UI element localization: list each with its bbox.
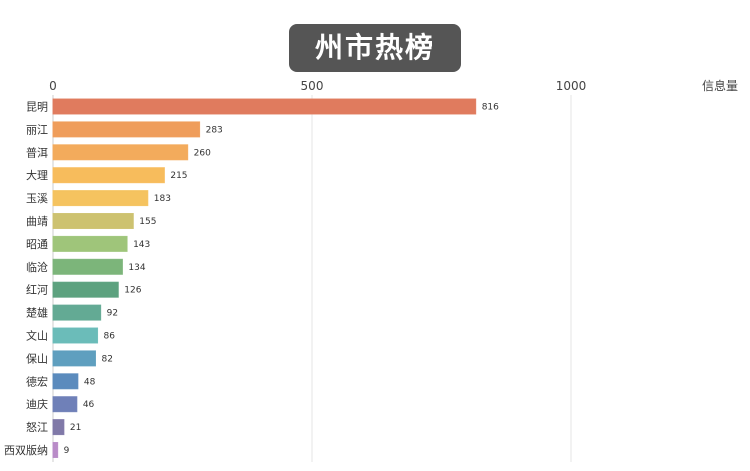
- bar: [52, 327, 99, 344]
- category-label: 西双版纳: [4, 443, 48, 457]
- bar: [52, 167, 165, 184]
- category-label: 丽江: [26, 123, 48, 136]
- value-label: 21: [70, 423, 81, 433]
- bar: [52, 373, 79, 390]
- category-label: 保山: [26, 351, 48, 365]
- value-label: 82: [101, 354, 112, 364]
- value-label: 283: [206, 125, 223, 135]
- category-label: 迪庆: [26, 397, 48, 411]
- bar: [52, 98, 477, 115]
- bar: [52, 304, 102, 321]
- category-label: 普洱: [26, 145, 48, 159]
- chart-title: 州市热榜: [289, 24, 461, 72]
- category-label: 德宏: [26, 374, 48, 388]
- category-label: 曲靖: [26, 215, 48, 228]
- value-label: 9: [64, 446, 70, 456]
- bar: [52, 442, 59, 458]
- category-label: 昭通: [26, 238, 48, 251]
- value-label: 183: [154, 194, 171, 204]
- x-axis-unit-label: 信息量: [702, 78, 738, 93]
- category-label: 红河: [26, 284, 48, 297]
- value-label: 816: [482, 103, 499, 113]
- category-label: 楚雄: [26, 306, 48, 320]
- value-label: 86: [104, 332, 116, 342]
- bar: [52, 213, 134, 229]
- category-label: 大理: [26, 168, 48, 182]
- bar: [52, 235, 128, 252]
- value-label: 143: [133, 240, 150, 250]
- category-label: 怒江: [26, 420, 48, 434]
- x-tick-label: 1000: [556, 79, 587, 93]
- bar: [52, 419, 65, 436]
- x-tick-label: 500: [301, 79, 324, 93]
- bar: [52, 350, 96, 367]
- bar: [52, 190, 149, 207]
- category-label: 临沧: [26, 260, 48, 274]
- value-label: 92: [107, 309, 118, 319]
- bar: [52, 121, 201, 138]
- value-label: 126: [124, 286, 141, 296]
- value-label: 46: [83, 400, 95, 410]
- category-label: 玉溪: [26, 192, 48, 205]
- bar: [52, 258, 123, 275]
- bar: [52, 144, 189, 161]
- value-label: 155: [139, 217, 156, 227]
- bar: [52, 281, 119, 298]
- value-label: 215: [170, 171, 187, 181]
- value-label: 134: [128, 263, 145, 273]
- category-label: 昆明: [26, 101, 48, 114]
- value-label: 260: [194, 148, 211, 158]
- x-tick-label: 0: [49, 79, 57, 93]
- category-label: 文山: [26, 329, 48, 343]
- bar: [52, 396, 78, 413]
- value-label: 48: [84, 377, 96, 387]
